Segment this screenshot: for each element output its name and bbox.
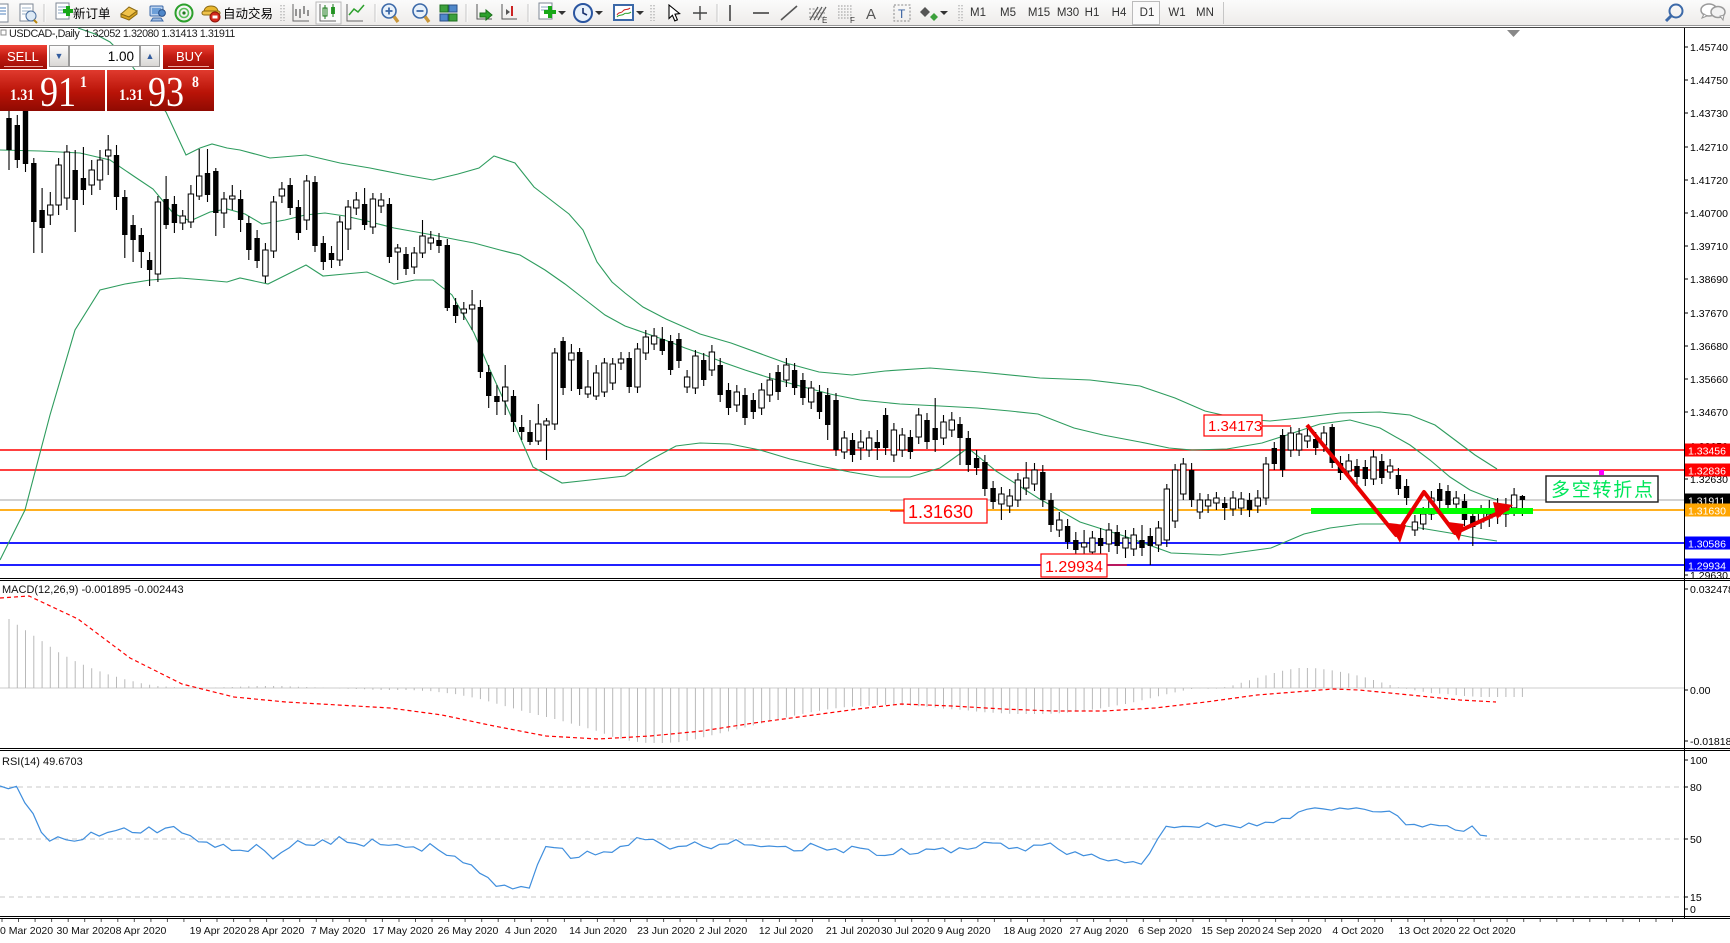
svg-text:0.032478: 0.032478 xyxy=(1690,584,1730,596)
svg-text:0: 0 xyxy=(1690,904,1696,916)
svg-text:12 Jul 2020: 12 Jul 2020 xyxy=(759,925,813,937)
svg-text:1.40700: 1.40700 xyxy=(1690,208,1728,220)
svg-text:26 May 2020: 26 May 2020 xyxy=(438,925,499,937)
svg-text:6 Sep 2020: 6 Sep 2020 xyxy=(1138,925,1192,937)
svg-text:新订单: 新订单 xyxy=(73,6,111,21)
svg-text:4 Oct 2020: 4 Oct 2020 xyxy=(1332,925,1384,937)
svg-text:1.34173: 1.34173 xyxy=(1208,418,1262,435)
svg-text:1.41720: 1.41720 xyxy=(1690,175,1728,187)
svg-text:1.42710: 1.42710 xyxy=(1690,142,1728,154)
svg-text:RSI(14) 49.6703: RSI(14) 49.6703 xyxy=(2,756,83,768)
svg-text:1.29934: 1.29934 xyxy=(1045,559,1103,576)
svg-text:多空转折点: 多空转折点 xyxy=(1551,479,1653,501)
svg-text:0 Mar 2020: 0 Mar 2020 xyxy=(0,925,53,937)
svg-text:1.31630: 1.31630 xyxy=(908,502,973,522)
svg-text:8 Apr 2020: 8 Apr 2020 xyxy=(116,925,167,937)
svg-text:1.37670: 1.37670 xyxy=(1690,308,1728,320)
svg-text:MACD(12,26,9) -0.001895 -0.002: MACD(12,26,9) -0.001895 -0.002443 xyxy=(2,584,184,596)
svg-text:1.43730: 1.43730 xyxy=(1690,108,1728,120)
svg-text:14 Jun 2020: 14 Jun 2020 xyxy=(569,925,627,937)
svg-text:23 Jun 2020: 23 Jun 2020 xyxy=(637,925,695,937)
svg-text:1.33456: 1.33456 xyxy=(1688,446,1726,458)
svg-text:1.29934: 1.29934 xyxy=(1688,561,1726,573)
svg-text:21 Jul 2020: 21 Jul 2020 xyxy=(826,925,880,937)
svg-text:13 Oct 2020: 13 Oct 2020 xyxy=(1398,925,1455,937)
svg-text:80: 80 xyxy=(1690,782,1702,794)
svg-text:A: A xyxy=(866,6,876,23)
svg-text:19 Apr 2020: 19 Apr 2020 xyxy=(190,925,247,937)
svg-text:24 Sep 2020: 24 Sep 2020 xyxy=(1262,925,1322,937)
svg-text:1.34670: 1.34670 xyxy=(1690,407,1728,419)
svg-text:30 Jul 2020: 30 Jul 2020 xyxy=(881,925,935,937)
svg-text:17 May 2020: 17 May 2020 xyxy=(373,925,434,937)
svg-text:1.38690: 1.38690 xyxy=(1690,274,1728,286)
svg-text:4 Jun 2020: 4 Jun 2020 xyxy=(505,925,557,937)
svg-text:30 Mar 2020: 30 Mar 2020 xyxy=(57,925,116,937)
svg-text:1.36680: 1.36680 xyxy=(1690,341,1728,353)
svg-text:50: 50 xyxy=(1690,834,1702,846)
svg-text:1.31630: 1.31630 xyxy=(1688,506,1726,518)
svg-text:28 Apr 2020: 28 Apr 2020 xyxy=(248,925,305,937)
svg-text:1.44750: 1.44750 xyxy=(1690,75,1728,87)
svg-text:27 Aug 2020: 27 Aug 2020 xyxy=(1070,925,1129,937)
svg-text:100: 100 xyxy=(1690,755,1708,767)
svg-text:7 May 2020: 7 May 2020 xyxy=(311,925,366,937)
svg-text:1.39710: 1.39710 xyxy=(1690,241,1728,253)
svg-text:E: E xyxy=(822,16,827,25)
svg-text:USDCAD-,Daily 1.32052 1.32080: USDCAD-,Daily 1.32052 1.32080 1.31413 1.… xyxy=(9,28,235,40)
svg-text:1.32836: 1.32836 xyxy=(1688,466,1726,478)
svg-text:1.35660: 1.35660 xyxy=(1690,374,1728,386)
svg-text:15 Sep 2020: 15 Sep 2020 xyxy=(1201,925,1261,937)
svg-text:9 Aug 2020: 9 Aug 2020 xyxy=(937,925,990,937)
svg-text:1.45740: 1.45740 xyxy=(1690,42,1728,54)
svg-text:0.00: 0.00 xyxy=(1690,685,1711,697)
svg-text:T: T xyxy=(898,7,906,21)
svg-text:F: F xyxy=(850,16,855,25)
svg-text:-0.018182: -0.018182 xyxy=(1690,736,1730,748)
svg-text:1.32630: 1.32630 xyxy=(1690,474,1728,486)
svg-text:22 Oct 2020: 22 Oct 2020 xyxy=(1458,925,1515,937)
svg-text:2 Jul 2020: 2 Jul 2020 xyxy=(699,925,748,937)
svg-text:15: 15 xyxy=(1690,892,1702,904)
svg-text:18 Aug 2020: 18 Aug 2020 xyxy=(1004,925,1063,937)
svg-text:自动交易: 自动交易 xyxy=(223,6,273,21)
svg-text:1.30586: 1.30586 xyxy=(1688,539,1726,551)
svg-text:1.29630: 1.29630 xyxy=(1690,570,1728,582)
